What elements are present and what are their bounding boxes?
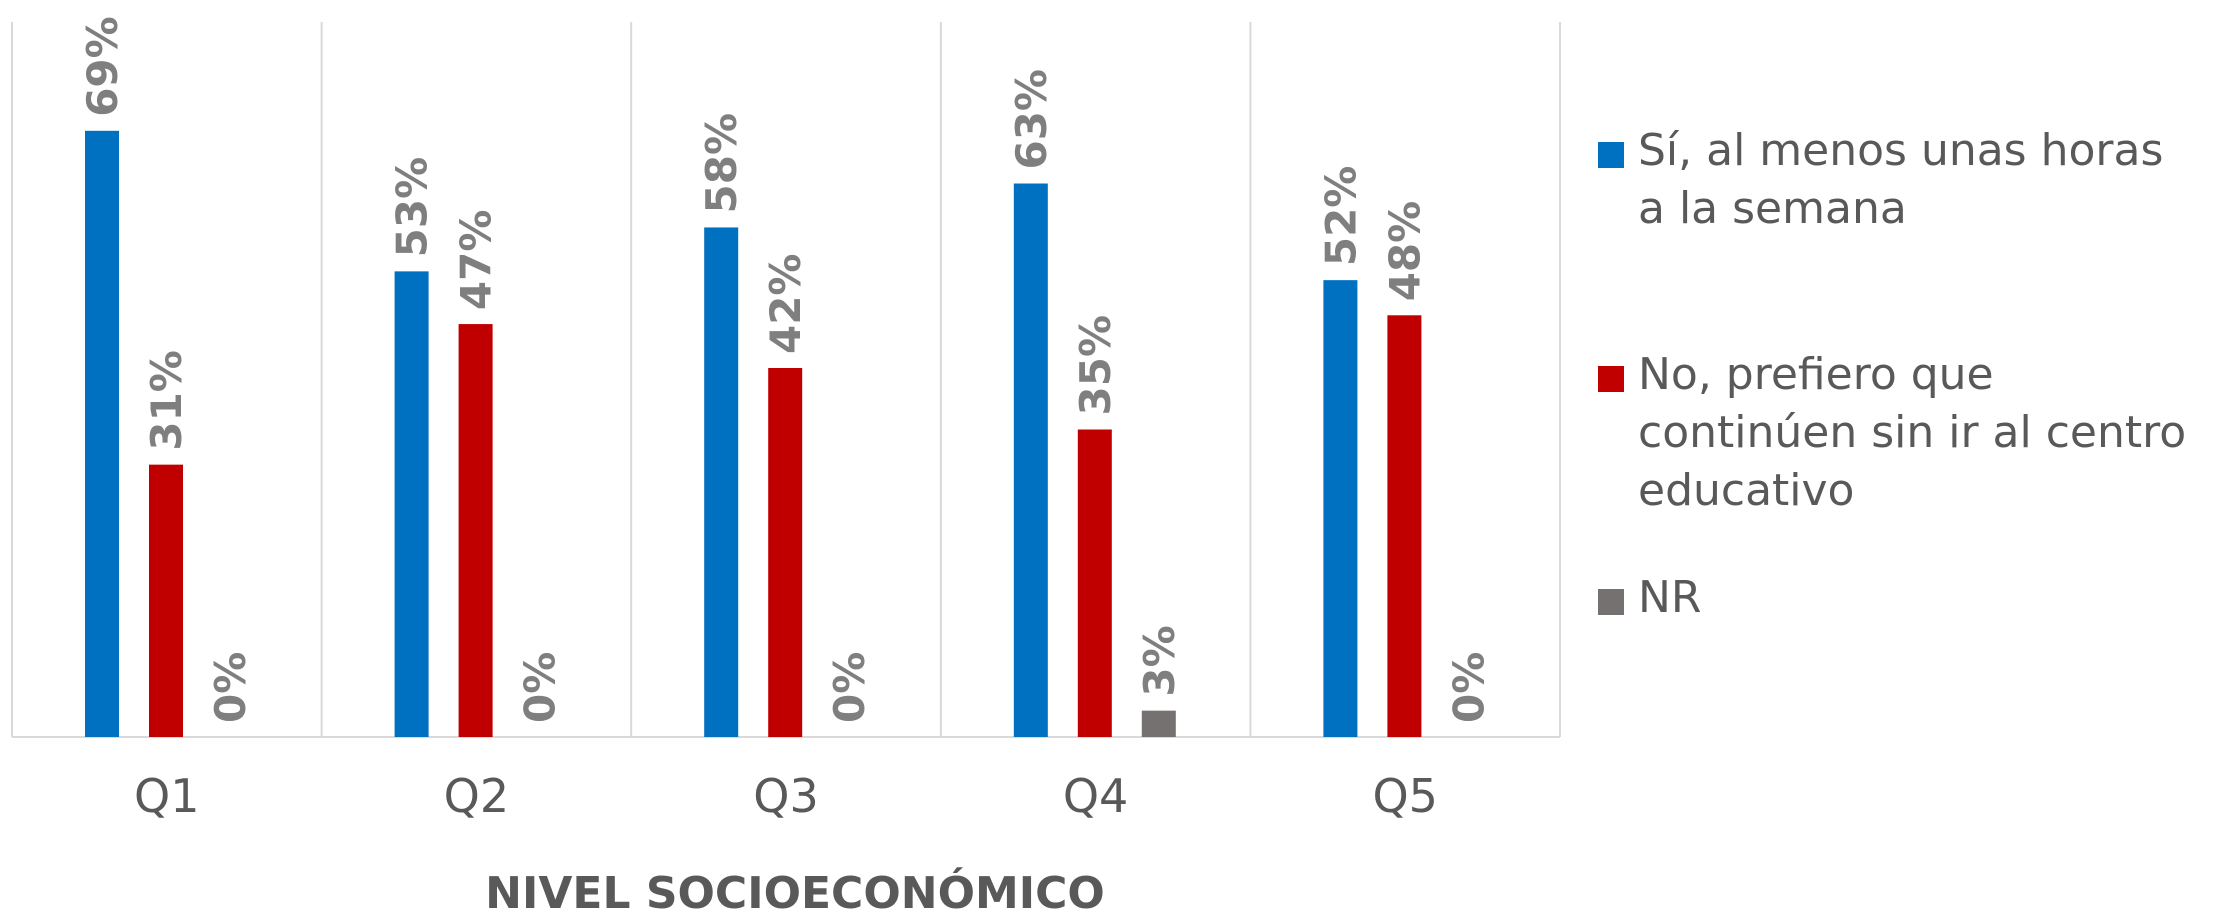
bar-q5-series-0 [1323, 280, 1358, 737]
data-label: 35% [1071, 315, 1120, 416]
data-label: 58% [697, 113, 746, 214]
bar-q3-series-1 [768, 368, 803, 737]
x-tick-label: Q1 [134, 769, 199, 823]
x-tick-label: Q2 [444, 769, 509, 823]
bar-q3-series-0 [704, 227, 739, 737]
x-tick-label: Q3 [753, 769, 818, 823]
bar-q2-series-1 [458, 324, 493, 737]
legend-swatch-si [1598, 142, 1624, 168]
data-label: 52% [1316, 166, 1365, 267]
legend-label-si: Sí, al menos unas horas a la semana [1638, 125, 2164, 234]
bar-q4-series-2 [1141, 710, 1176, 737]
data-label: 0% [516, 652, 565, 723]
legend-swatch-no [1598, 366, 1624, 392]
legend-label-no: No, prefiero que continúen sin ir al cen… [1638, 349, 2187, 516]
data-label: 0% [1444, 652, 1493, 723]
bar-q4-series-0 [1013, 183, 1048, 737]
bar-q2-series-0 [394, 271, 429, 737]
x-tick-label: Q5 [1372, 769, 1437, 823]
legend-item-no: No, prefiero que continúen sin ir al cen… [1598, 346, 2198, 520]
bar-q1-series-1 [149, 464, 183, 737]
data-label: 3% [1135, 625, 1184, 696]
data-label: 0% [825, 652, 874, 723]
data-label: 42% [761, 253, 810, 354]
data-label: 0% [206, 652, 255, 723]
bar-q4-series-1 [1077, 429, 1112, 737]
legend-item-si: Sí, al menos unas horas a la semana [1598, 122, 2198, 238]
bar-q1-series-0 [85, 130, 119, 737]
data-label: 69% [78, 16, 127, 117]
data-label: 47% [452, 210, 501, 311]
legend-label-nr: NR [1638, 572, 1702, 623]
data-label: 48% [1380, 201, 1429, 302]
legend-swatch-nr [1598, 589, 1624, 615]
legend-item-nr: NR [1598, 569, 2198, 627]
x-tick-label: Q4 [1063, 769, 1128, 823]
x-axis-title: NIVEL SOCIOECONÓMICO [485, 868, 1105, 919]
data-label: 63% [1007, 69, 1056, 170]
data-label: 31% [142, 350, 191, 451]
data-label: 53% [388, 157, 437, 258]
bar-chart: 69%31%0%Q153%47%0%Q258%42%0%Q363%35%3%Q4… [11, 16, 1561, 823]
bar-q5-series-1 [1387, 315, 1422, 737]
